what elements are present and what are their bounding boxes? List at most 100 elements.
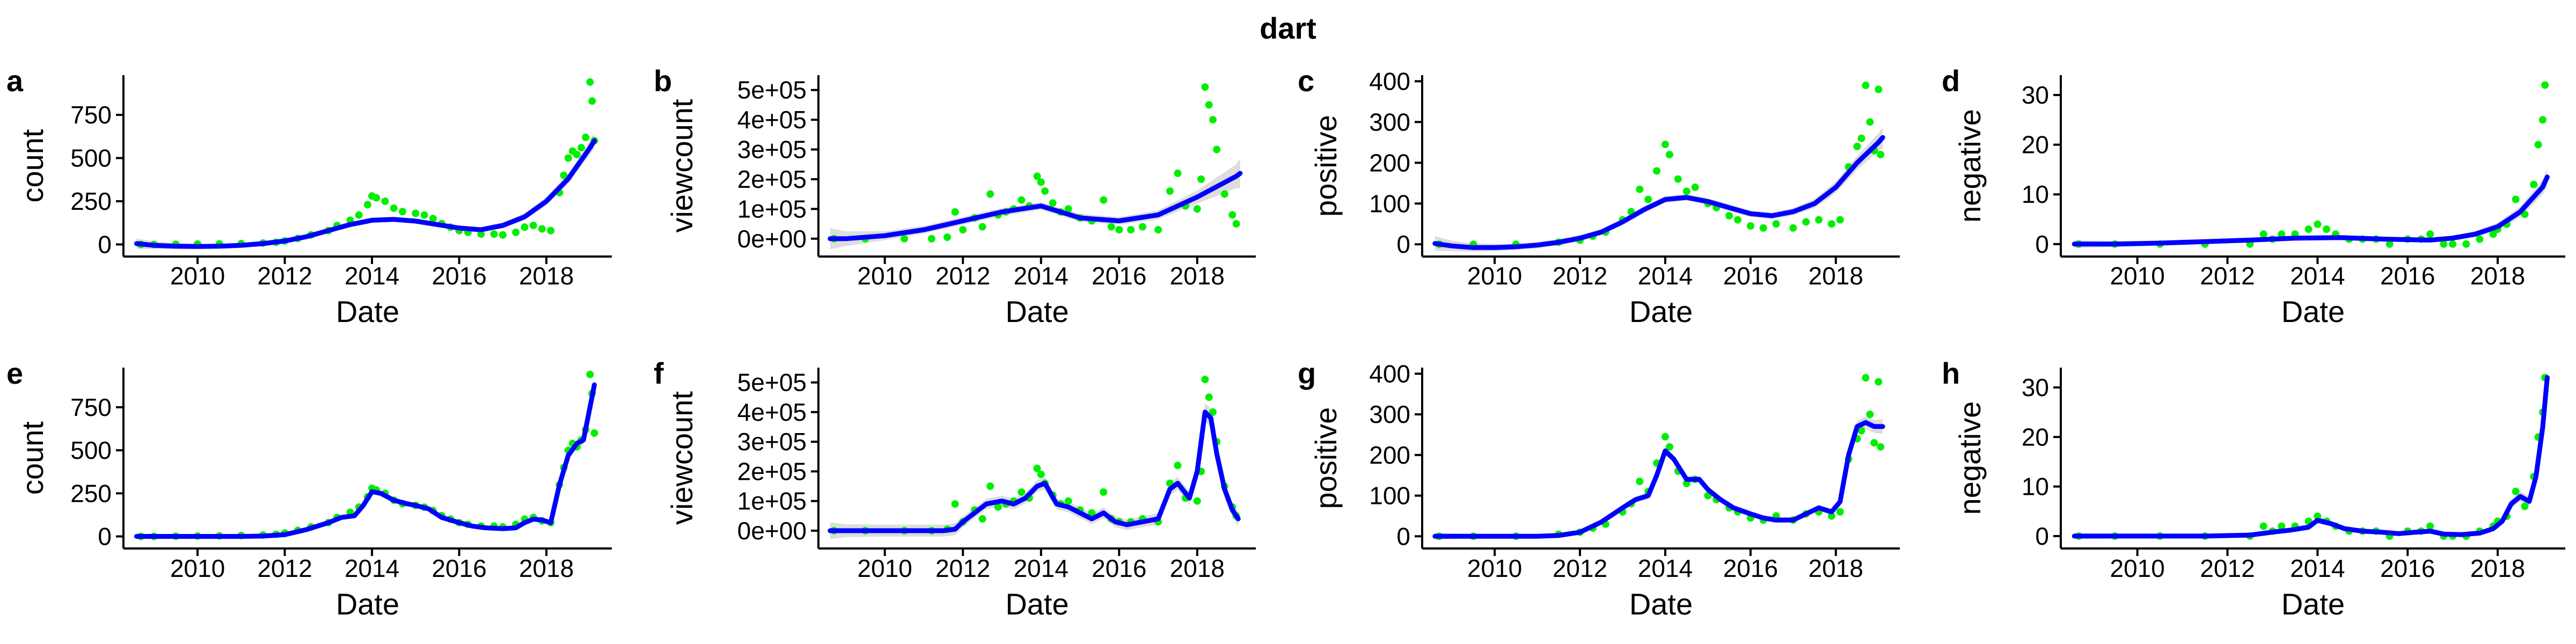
data-point bbox=[499, 231, 507, 239]
x-tick-label: 2012 bbox=[935, 262, 990, 290]
data-point bbox=[1759, 224, 1767, 232]
data-point bbox=[1037, 470, 1045, 478]
fit-line bbox=[134, 382, 597, 539]
data-point bbox=[477, 230, 485, 238]
panel-g: g 0 100 200 300 400 2010 2012 2014 2016 2018 Date po… bbox=[1298, 356, 1900, 621]
x-tick-label: 2018 bbox=[519, 262, 574, 290]
data-point bbox=[928, 235, 935, 243]
data-point bbox=[1674, 175, 1682, 183]
data-point bbox=[1827, 220, 1835, 228]
data-point bbox=[1193, 205, 1201, 213]
x-axis-label: Date bbox=[336, 587, 399, 621]
data-point bbox=[1213, 145, 1221, 153]
data-point bbox=[2512, 195, 2520, 203]
y-tick-label: 0e+00 bbox=[737, 225, 807, 253]
data-point bbox=[2426, 230, 2434, 238]
data-point bbox=[986, 190, 994, 198]
data-point bbox=[490, 230, 498, 238]
x-tick-label: 2016 bbox=[431, 262, 486, 290]
data-point bbox=[986, 482, 994, 490]
x-tick-label: 2018 bbox=[1170, 554, 1225, 582]
y-tick-label: 0e+00 bbox=[737, 517, 807, 545]
data-point bbox=[1088, 509, 1096, 517]
data-point bbox=[1870, 439, 1878, 447]
panel-tag: d bbox=[1942, 64, 1960, 98]
x-tick-label: 2016 bbox=[1092, 554, 1146, 582]
data-point bbox=[586, 370, 594, 378]
x-tick-label: 2016 bbox=[1092, 262, 1146, 290]
y-axis-label: count bbox=[16, 421, 49, 495]
data-point bbox=[1064, 497, 1072, 505]
confidence-ribbon bbox=[1435, 127, 1883, 252]
y-axis-label: positive bbox=[1309, 115, 1343, 217]
data-point bbox=[1037, 178, 1045, 186]
data-point bbox=[2323, 225, 2331, 233]
data-point bbox=[1644, 195, 1652, 203]
x-tick-label: 2014 bbox=[2290, 262, 2345, 290]
x-axis-label: Date bbox=[1005, 295, 1069, 328]
data-point bbox=[1682, 187, 1690, 195]
data-point bbox=[390, 204, 398, 212]
data-point bbox=[1139, 223, 1146, 231]
fit-line bbox=[134, 138, 597, 249]
y-tick-label: 20 bbox=[2022, 423, 2049, 451]
data-point bbox=[538, 225, 546, 233]
plot-area bbox=[134, 370, 598, 540]
data-point bbox=[1789, 224, 1797, 232]
plot-area bbox=[2072, 81, 2550, 248]
panel-tag: e bbox=[6, 356, 23, 390]
data-point bbox=[1193, 497, 1201, 505]
data-point bbox=[1746, 222, 1754, 230]
data-point bbox=[959, 226, 967, 234]
data-point bbox=[1033, 172, 1041, 180]
data-point bbox=[1232, 220, 1240, 228]
data-point bbox=[1107, 223, 1115, 231]
data-point bbox=[1115, 226, 1123, 234]
y-tick-label: 4e+05 bbox=[737, 106, 807, 134]
panel-tag: f bbox=[654, 356, 664, 390]
x-tick-label: 2012 bbox=[2200, 554, 2255, 582]
panel-tag: c bbox=[1298, 64, 1314, 98]
y-tick-label: 10 bbox=[2022, 180, 2049, 208]
data-point bbox=[1209, 408, 1217, 416]
data-point bbox=[2440, 240, 2448, 248]
data-point bbox=[1201, 83, 1209, 91]
data-point bbox=[2259, 522, 2267, 530]
y-tick-label: 30 bbox=[2022, 81, 2049, 109]
y-tick-label: 1e+05 bbox=[737, 195, 807, 223]
data-point bbox=[355, 211, 363, 219]
data-point bbox=[1853, 142, 1861, 150]
y-tick-label: 0 bbox=[1396, 522, 1410, 550]
data-point bbox=[1197, 175, 1205, 183]
panel-d: d 0 10 20 30 2010 2012 2014 2016 2018 Date negative bbox=[1942, 64, 2565, 328]
y-axis-label: viewcount bbox=[665, 99, 699, 232]
y-tick-label: 1e+05 bbox=[737, 487, 807, 515]
panel-a: a 0 250 500 750 2010 2012 2014 2016 2018 Date count bbox=[6, 64, 612, 328]
data-point bbox=[1033, 464, 1041, 472]
x-tick-label: 2010 bbox=[858, 262, 912, 290]
confidence-ribbon bbox=[830, 403, 1239, 539]
data-point bbox=[1877, 151, 1885, 159]
data-point bbox=[1877, 443, 1885, 451]
y-tick-label: 500 bbox=[70, 436, 112, 464]
data-point bbox=[2476, 235, 2484, 243]
data-point bbox=[1866, 118, 1874, 126]
x-tick-label: 2016 bbox=[1723, 554, 1778, 582]
confidence-ribbon bbox=[136, 133, 595, 250]
data-point bbox=[1201, 376, 1209, 384]
plot-area bbox=[828, 83, 1243, 250]
x-tick-label: 2012 bbox=[257, 262, 312, 290]
y-tick-label: 0 bbox=[98, 230, 112, 258]
data-point bbox=[1866, 411, 1874, 419]
y-tick-label: 10 bbox=[2022, 473, 2049, 501]
data-point bbox=[1018, 488, 1026, 496]
y-axis-label: negative bbox=[1953, 109, 1987, 223]
data-point bbox=[1018, 196, 1026, 204]
fit-line bbox=[1432, 420, 1885, 539]
data-point bbox=[2314, 513, 2322, 520]
y-axis-label: count bbox=[16, 129, 49, 202]
y-tick-label: 250 bbox=[70, 479, 112, 507]
x-tick-label: 2016 bbox=[2380, 262, 2435, 290]
